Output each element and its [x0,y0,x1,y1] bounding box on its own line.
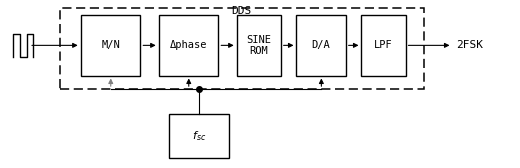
Text: M/N: M/N [101,40,120,50]
Text: SINE
ROM: SINE ROM [246,35,271,56]
Bar [237,15,281,76]
Text: f$_{sc}$: f$_{sc}$ [192,129,206,143]
Text: Δphase: Δphase [170,40,207,50]
Bar [159,15,218,76]
Bar [296,15,346,76]
Text: LPF: LPF [374,40,393,50]
Text: D/A: D/A [311,40,331,50]
Bar [60,8,424,89]
Bar [81,15,140,76]
Text: 2FSK: 2FSK [457,40,484,50]
Bar [361,15,406,76]
Text: DDS: DDS [232,6,252,16]
Bar [169,114,229,158]
